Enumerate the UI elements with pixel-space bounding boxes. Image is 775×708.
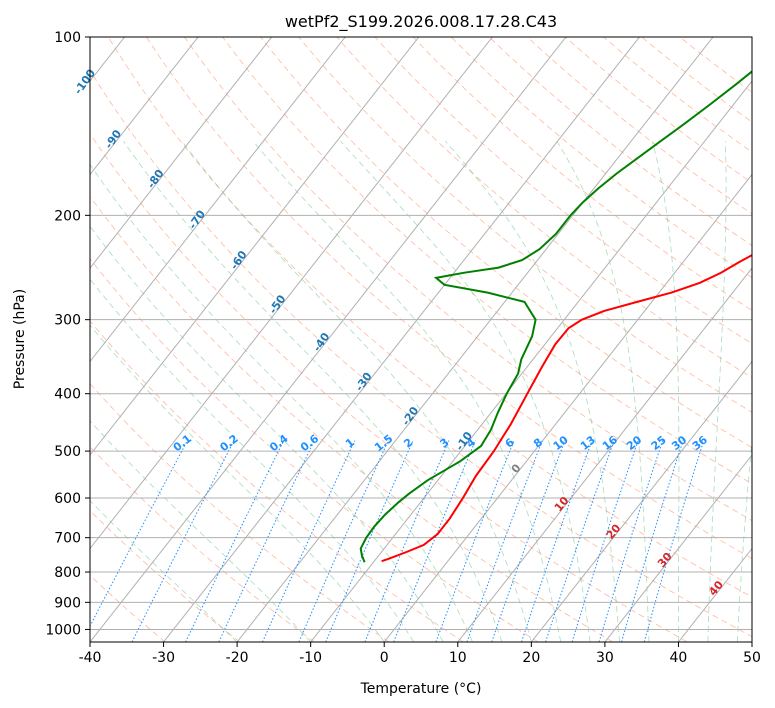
dry-adiabat-line: [146, 37, 752, 559]
mixing-ratio-line: [621, 440, 684, 642]
y-tick-label: 800: [54, 565, 81, 581]
x-tick-label: 30: [596, 650, 614, 666]
dry-adiabat-line: [565, 37, 752, 184]
y-tick-label: 900: [54, 595, 81, 611]
dry-adiabat-line: [90, 510, 241, 642]
isotherm-line: [90, 37, 346, 363]
isotherm-line: [530, 360, 752, 642]
isotherm-line: [163, 37, 640, 642]
mixing-ratio-line: [571, 440, 639, 642]
isotherm-line: [90, 37, 567, 642]
mixing-ratio-line: [491, 440, 566, 642]
mixing-ratio-line: [298, 440, 389, 642]
dry-adiabat-line: [90, 133, 688, 642]
x-axis-title: Temperature (°C): [360, 681, 482, 697]
x-tick-label: -10: [299, 650, 322, 666]
y-tick-label: 700: [54, 531, 81, 547]
dry-adiabat-line: [184, 37, 752, 522]
x-tick-label: 40: [670, 650, 688, 666]
mixing-ratio-line: [393, 440, 476, 642]
x-tick-label: 10: [449, 650, 467, 666]
mixing-ratio-line: [466, 440, 543, 642]
dry-adiabat-line: [336, 37, 752, 379]
dry-adiabat-line: [374, 37, 752, 345]
y-axis-title: Pressure (hPa): [12, 289, 28, 389]
dry-adiabat-line: [527, 37, 752, 215]
y-tick-label: 200: [54, 208, 81, 224]
y-tick-label: 500: [54, 444, 81, 460]
isotherm-line: [90, 37, 199, 176]
dry-adiabat-line: [107, 37, 752, 598]
dry-adiabat-line: [222, 37, 752, 485]
mixing-ratio-line: [131, 440, 235, 642]
x-tick-label: 0: [380, 650, 389, 666]
y-tick-label: 100: [54, 30, 81, 46]
dry-adiabat-line: [489, 37, 752, 247]
x-tick-label: -30: [152, 650, 175, 666]
x-tick-label: 20: [522, 650, 540, 666]
dry-adiabat-line: [90, 446, 315, 642]
dry-adiabat-line: [90, 258, 539, 642]
isotherm-line: [90, 37, 493, 550]
dry-adiabat-line: [603, 37, 752, 153]
profile-line-2: [359, 70, 752, 563]
isotherm-line: [604, 454, 752, 642]
dry-adiabat-line: [90, 69, 752, 638]
mixing-ratio-line: [185, 440, 285, 642]
x-tick-label: -20: [226, 650, 249, 666]
y-tick-label: 400: [54, 387, 81, 403]
x-tick-label: 50: [743, 650, 761, 666]
dry-adiabat-line: [90, 320, 464, 642]
mixing-ratio-line: [435, 440, 515, 642]
isotherm-line: [90, 37, 420, 456]
mixing-ratio-line: [325, 440, 414, 642]
profile-line-1: [381, 254, 752, 563]
isotherm-line: [310, 80, 752, 642]
y-tick-label: 600: [54, 491, 81, 507]
mixing-ratio-line: [90, 440, 188, 628]
y-tick-label: 300: [54, 313, 81, 329]
x-tick-label: -40: [79, 650, 102, 666]
isotherm-line: [90, 37, 273, 269]
chart-title: wetPf2_S199.2026.008.17.28.C43: [285, 12, 557, 32]
mixing-ratio-line: [218, 440, 315, 642]
mixing-ratio-line: [598, 440, 664, 642]
dry-adiabat-line: [90, 195, 613, 642]
isotherm-line: [383, 173, 752, 642]
isotherm-line: [457, 267, 752, 642]
y-tick-label: 1000: [45, 622, 81, 638]
plot-frame: [89, 36, 753, 643]
mixing-ratio-line: [364, 440, 450, 642]
mixing-ratio-line: [545, 440, 615, 642]
mixing-ratio-line: [521, 440, 593, 642]
isotherm-line: [236, 37, 714, 642]
